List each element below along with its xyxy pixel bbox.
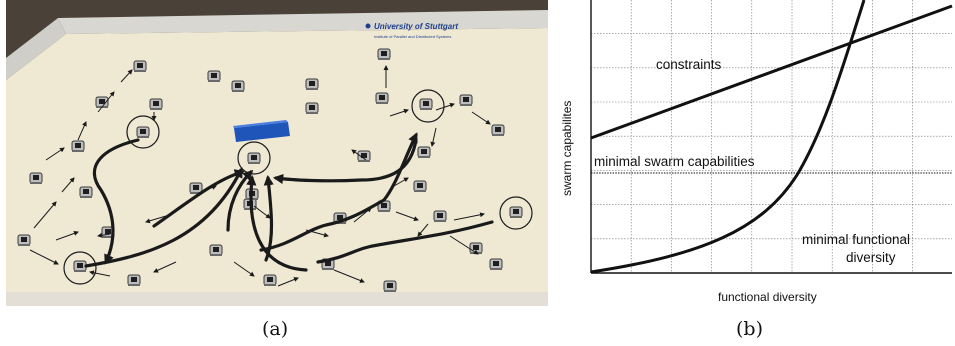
- movement-arrows: [29, 65, 491, 287]
- caption-a: (a): [262, 318, 289, 340]
- robot: [491, 124, 505, 136]
- x-axis-label: functional diversity: [718, 290, 817, 304]
- caption-b: (b): [736, 318, 763, 340]
- robot: [209, 244, 223, 256]
- blue-block: [234, 122, 290, 142]
- robot: [419, 98, 433, 110]
- robot: [357, 150, 371, 162]
- minimal-functional-label-1: minimal functional: [802, 232, 910, 247]
- robot: [149, 98, 163, 110]
- robot: [73, 260, 87, 272]
- robot: [377, 48, 391, 60]
- arena-back-wall: [58, 10, 548, 34]
- arena-sign: University of Stuttgart Institute of Par…: [365, 22, 458, 39]
- robot: [263, 274, 277, 286]
- robot: [231, 80, 245, 92]
- robot: [71, 140, 85, 152]
- robot: [127, 274, 141, 286]
- highlight-circles: [63, 89, 533, 285]
- robot: [17, 234, 31, 246]
- minimal-functional-curve: [590, 0, 866, 274]
- robot: [459, 94, 473, 106]
- sign-title: University of Stuttgart: [374, 22, 458, 31]
- arena-left-wall: [6, 18, 66, 80]
- minimal-functional-label-2: diversity: [846, 250, 896, 265]
- constraints-label: constraints: [656, 57, 722, 72]
- constraints-line: [590, 4, 953, 140]
- robot: [136, 126, 150, 138]
- robot: [305, 78, 319, 90]
- robot: [247, 152, 261, 164]
- arena-front-wall: [6, 292, 548, 306]
- university-logo-icon: [365, 23, 371, 29]
- robot: [509, 206, 523, 218]
- robot: [375, 92, 389, 104]
- robot: [413, 180, 427, 192]
- minimal-swarm-label: minimal swarm capabilities: [594, 154, 755, 169]
- robot: [189, 182, 203, 194]
- robot: [305, 102, 319, 114]
- sign-subtitle: Institute of Parallel and Distributed Sy…: [374, 34, 451, 39]
- robot: [133, 60, 147, 72]
- grid: [591, 0, 952, 273]
- robot: [207, 70, 221, 82]
- robot: [383, 280, 397, 292]
- robot: [79, 186, 93, 198]
- capability-chart: constraints minimal swarm capabilities m…: [560, 0, 953, 304]
- swarm-arena-photo: University of Stuttgart Institute of Par…: [6, 0, 548, 306]
- robot: [417, 146, 431, 158]
- y-axis-label: swarm capabilites: [560, 101, 574, 196]
- robot: [29, 172, 43, 184]
- trajectories: [84, 132, 494, 272]
- robot: [489, 258, 503, 270]
- robot: [433, 210, 447, 222]
- arena-floor: [6, 28, 548, 292]
